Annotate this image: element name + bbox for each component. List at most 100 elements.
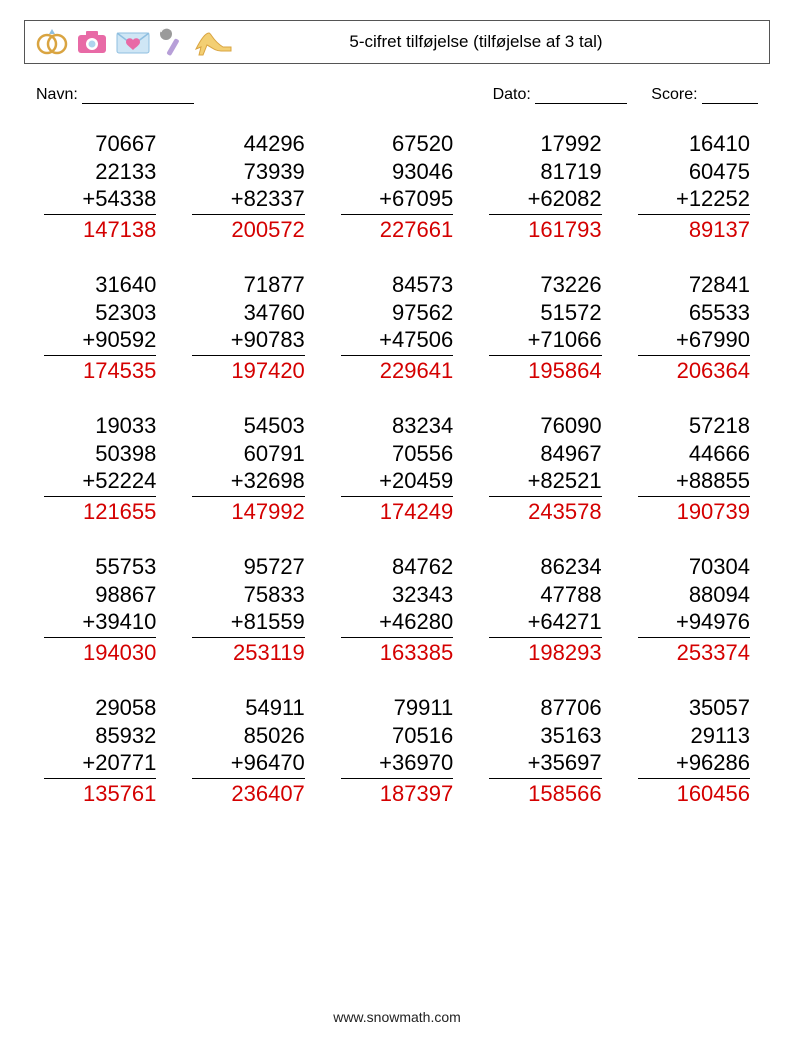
addend: 85026 bbox=[192, 722, 304, 750]
addend-last: +88855 bbox=[638, 467, 750, 497]
footer-url: www.snowmath.com bbox=[0, 1009, 794, 1025]
addend: 31640 bbox=[44, 271, 156, 299]
answer: 243578 bbox=[489, 497, 601, 526]
addend-last: +12252 bbox=[638, 185, 750, 215]
problem: 5450360791+32698147992 bbox=[192, 412, 304, 525]
answer: 160456 bbox=[638, 779, 750, 808]
addend: 51572 bbox=[489, 299, 601, 327]
score-label: Score: bbox=[651, 86, 697, 103]
addend: 50398 bbox=[44, 440, 156, 468]
addend: 34760 bbox=[192, 299, 304, 327]
addend: 84573 bbox=[341, 271, 453, 299]
name-blank[interactable] bbox=[82, 86, 194, 104]
addend: 87706 bbox=[489, 694, 601, 722]
addend-last: +20771 bbox=[44, 749, 156, 779]
problem: 4429673939+82337200572 bbox=[192, 130, 304, 243]
addend: 84762 bbox=[341, 553, 453, 581]
answer: 197420 bbox=[192, 356, 304, 385]
addend: 98867 bbox=[44, 581, 156, 609]
answer: 195864 bbox=[489, 356, 601, 385]
addend-last: +67990 bbox=[638, 326, 750, 356]
addend: 72841 bbox=[638, 271, 750, 299]
addend-last: +71066 bbox=[489, 326, 601, 356]
problem: 8323470556+20459174249 bbox=[341, 412, 453, 525]
addend: 47788 bbox=[489, 581, 601, 609]
addend-last: +82337 bbox=[192, 185, 304, 215]
addend: 52303 bbox=[44, 299, 156, 327]
answer: 253374 bbox=[638, 638, 750, 667]
answer: 229641 bbox=[341, 356, 453, 385]
addend: 17992 bbox=[489, 130, 601, 158]
addend: 83234 bbox=[341, 412, 453, 440]
microphone-icon bbox=[157, 26, 187, 58]
addend: 97562 bbox=[341, 299, 453, 327]
answer: 200572 bbox=[192, 215, 304, 244]
answer: 135761 bbox=[44, 779, 156, 808]
date-blank[interactable] bbox=[535, 86, 627, 104]
worksheet-page: 5-cifret tilføjelse (tilføjelse af 3 tal… bbox=[0, 0, 794, 1053]
answer: 161793 bbox=[489, 215, 601, 244]
answer: 253119 bbox=[192, 638, 304, 667]
addend: 19033 bbox=[44, 412, 156, 440]
addend: 44296 bbox=[192, 130, 304, 158]
addend: 44666 bbox=[638, 440, 750, 468]
addend: 81719 bbox=[489, 158, 601, 186]
addend-last: +54338 bbox=[44, 185, 156, 215]
addend-last: +64271 bbox=[489, 608, 601, 638]
addend: 57218 bbox=[638, 412, 750, 440]
answer: 89137 bbox=[638, 215, 750, 244]
addend: 55753 bbox=[44, 553, 156, 581]
score-blank[interactable] bbox=[702, 86, 758, 104]
answer: 174535 bbox=[44, 356, 156, 385]
addend: 35163 bbox=[489, 722, 601, 750]
addend: 75833 bbox=[192, 581, 304, 609]
addend: 70556 bbox=[341, 440, 453, 468]
answer: 227661 bbox=[341, 215, 453, 244]
title-bar: 5-cifret tilføjelse (tilføjelse af 3 tal… bbox=[24, 20, 770, 64]
problem: 7609084967+82521243578 bbox=[489, 412, 601, 525]
addend: 54911 bbox=[192, 694, 304, 722]
addend-last: +39410 bbox=[44, 608, 156, 638]
score-field: Score: bbox=[651, 86, 758, 104]
problem: 7066722133+54338147138 bbox=[44, 130, 156, 243]
problem-grid: 7066722133+543381471384429673939+8233720… bbox=[24, 130, 770, 807]
addend-last: +94976 bbox=[638, 608, 750, 638]
icon-strip bbox=[35, 26, 233, 58]
addend: 32343 bbox=[341, 581, 453, 609]
addend-last: +90783 bbox=[192, 326, 304, 356]
addend: 88094 bbox=[638, 581, 750, 609]
camera-icon bbox=[75, 27, 109, 57]
problem: 5575398867+39410194030 bbox=[44, 553, 156, 666]
addend: 29058 bbox=[44, 694, 156, 722]
addend-last: +81559 bbox=[192, 608, 304, 638]
addend-last: +35697 bbox=[489, 749, 601, 779]
problem: 7322651572+71066195864 bbox=[489, 271, 601, 384]
addend: 86234 bbox=[489, 553, 601, 581]
name-label: Navn: bbox=[36, 86, 78, 103]
problem: 8476232343+46280163385 bbox=[341, 553, 453, 666]
worksheet-title: 5-cifret tilføjelse (tilføjelse af 3 tal… bbox=[233, 32, 759, 52]
answer: 194030 bbox=[44, 638, 156, 667]
addend: 93046 bbox=[341, 158, 453, 186]
problem: 6752093046+67095227661 bbox=[341, 130, 453, 243]
answer: 206364 bbox=[638, 356, 750, 385]
addend-last: +82521 bbox=[489, 467, 601, 497]
answer: 198293 bbox=[489, 638, 601, 667]
addend: 71877 bbox=[192, 271, 304, 299]
problem: 7284165533+67990206364 bbox=[638, 271, 750, 384]
addend: 95727 bbox=[192, 553, 304, 581]
answer: 147992 bbox=[192, 497, 304, 526]
answer: 190739 bbox=[638, 497, 750, 526]
addend: 73939 bbox=[192, 158, 304, 186]
problem: 8623447788+64271198293 bbox=[489, 553, 601, 666]
addend: 54503 bbox=[192, 412, 304, 440]
problem: 5491185026+96470236407 bbox=[192, 694, 304, 807]
problem: 8457397562+47506229641 bbox=[341, 271, 453, 384]
problem: 7991170516+36970187397 bbox=[341, 694, 453, 807]
addend: 79911 bbox=[341, 694, 453, 722]
addend: 67520 bbox=[341, 130, 453, 158]
answer: 158566 bbox=[489, 779, 601, 808]
addend-last: +36970 bbox=[341, 749, 453, 779]
answer: 236407 bbox=[192, 779, 304, 808]
addend-last: +96286 bbox=[638, 749, 750, 779]
